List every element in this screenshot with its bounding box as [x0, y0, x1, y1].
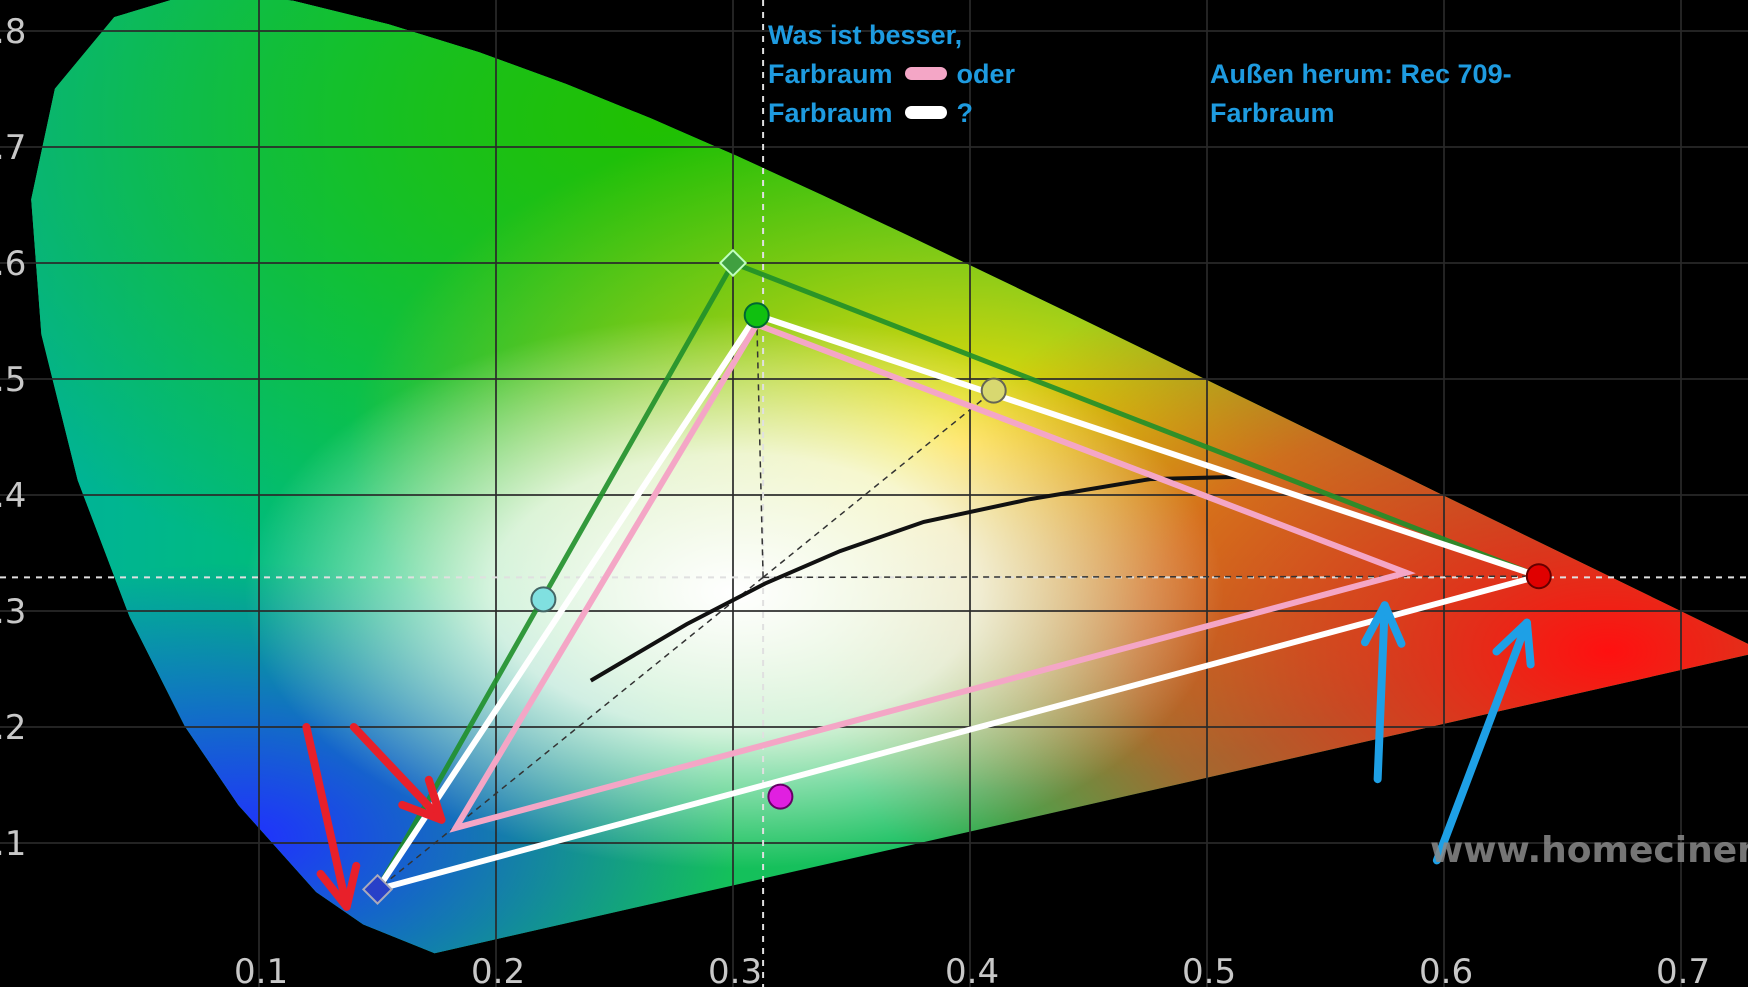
- question-line-2-suffix: oder: [956, 59, 1016, 89]
- whitepoint-ray: [762, 390, 995, 578]
- red-arrow-shaft: [349, 723, 446, 824]
- whitepoint-ray: [377, 576, 764, 890]
- outer-line-1: Außen herum: Rec 709-: [1210, 59, 1512, 89]
- y-tick-label: .3: [0, 592, 26, 632]
- x-tick-label: 0.4: [945, 952, 999, 987]
- yellow-point: [980, 377, 1007, 404]
- question-line-3-label: Farbraum: [768, 98, 893, 128]
- red-arrow-shaft: [302, 723, 351, 911]
- question-line-3-suffix: ?: [956, 98, 974, 128]
- planck-curve: [589, 474, 1237, 683]
- question-line-2: Farbraum oder: [768, 55, 1015, 94]
- x-tick-label: 0.1: [234, 952, 288, 987]
- white-gamut: [370, 311, 1550, 895]
- red-primary-point: [1525, 563, 1552, 590]
- green-target-point: [718, 248, 748, 278]
- x-tick-label: 0.5: [1182, 952, 1236, 987]
- outer-annotation: Außen herum: Rec 709- Farbraum: [1210, 55, 1512, 133]
- blue-arrow-head: [1360, 601, 1406, 648]
- question-line-2-label: Farbraum: [768, 59, 893, 89]
- y-tick-label: .7: [0, 128, 26, 168]
- y-tick-label: .6: [0, 244, 26, 284]
- y-tick-label: .5: [0, 360, 26, 400]
- x-tick-label: 0.2: [471, 952, 525, 987]
- question-line-3: Farbraum?: [768, 94, 1015, 133]
- blue-arrow-shaft: [1373, 601, 1389, 784]
- chart-marks: [302, 248, 1552, 911]
- white-swatch: [904, 106, 947, 120]
- magenta-point: [767, 783, 794, 810]
- x-tick-label: 0.6: [1419, 952, 1473, 987]
- pink-swatch: [904, 67, 947, 81]
- pink-gamut: [449, 320, 1416, 833]
- x-tick-label: 0.7: [1656, 952, 1710, 987]
- y-tick-label: .8: [0, 12, 26, 52]
- y-tick-label: .1: [0, 824, 26, 864]
- red-arrow-head: [316, 861, 361, 911]
- y-tick-label: .2: [0, 708, 26, 748]
- cyan-point: [530, 586, 557, 613]
- whitepoint-ray: [763, 575, 1539, 579]
- y-tick-label: .4: [0, 476, 26, 516]
- green-primary-point: [743, 302, 770, 329]
- question-annotation: Was ist besser, Farbraum oder Farbraum?: [768, 16, 1015, 133]
- blue-arrow-shaft: [1432, 618, 1531, 865]
- x-tick-label: 0.3: [708, 952, 762, 987]
- blue-arrow-head: [1492, 618, 1535, 669]
- question-line-1: Was ist besser,: [768, 20, 963, 50]
- outer-line-2: Farbraum: [1210, 98, 1335, 128]
- blue-primary-point: [361, 873, 394, 905]
- watermark-text: www.homecinema: [1430, 830, 1748, 871]
- red-arrow-head: [398, 775, 446, 824]
- axis-ticks: 0.1 0.2 0.3 0.4 0.5 0.6 0.7 .8 .7 .6 .5 .4 .3 .2 .1: [0, 12, 1710, 987]
